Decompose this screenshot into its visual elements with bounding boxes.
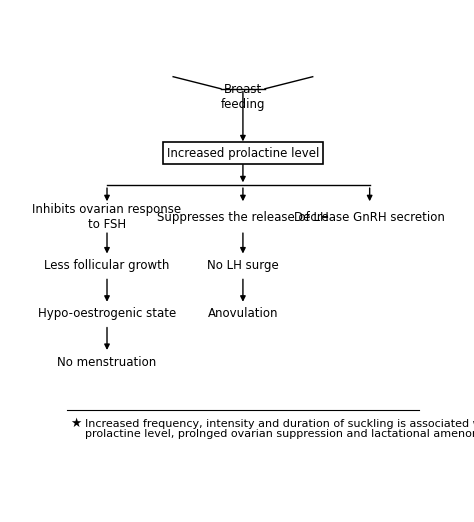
Text: prolactine level, prolnged ovarian suppression and lactational amenorrhoea.: prolactine level, prolnged ovarian suppr… [85,430,474,440]
Text: Increased frequency, intensity and duration of suckling is associated with high: Increased frequency, intensity and durat… [85,419,474,429]
Text: Breast
feeding: Breast feeding [221,83,265,111]
Text: Hypo-oestrogenic state: Hypo-oestrogenic state [38,307,176,321]
Text: ★: ★ [70,417,82,430]
Text: Anovulation: Anovulation [208,307,278,321]
Text: Increased prolactine level: Increased prolactine level [167,147,319,160]
Text: Decrease GnRH secretion: Decrease GnRH secretion [294,211,445,224]
Text: No LH surge: No LH surge [207,259,279,272]
Text: Inhibits ovarian response
to FSH: Inhibits ovarian response to FSH [32,204,182,231]
Text: Less follicular growth: Less follicular growth [44,259,170,272]
Text: Suppresses the release of LH: Suppresses the release of LH [157,211,329,224]
Text: No menstruation: No menstruation [57,355,156,369]
